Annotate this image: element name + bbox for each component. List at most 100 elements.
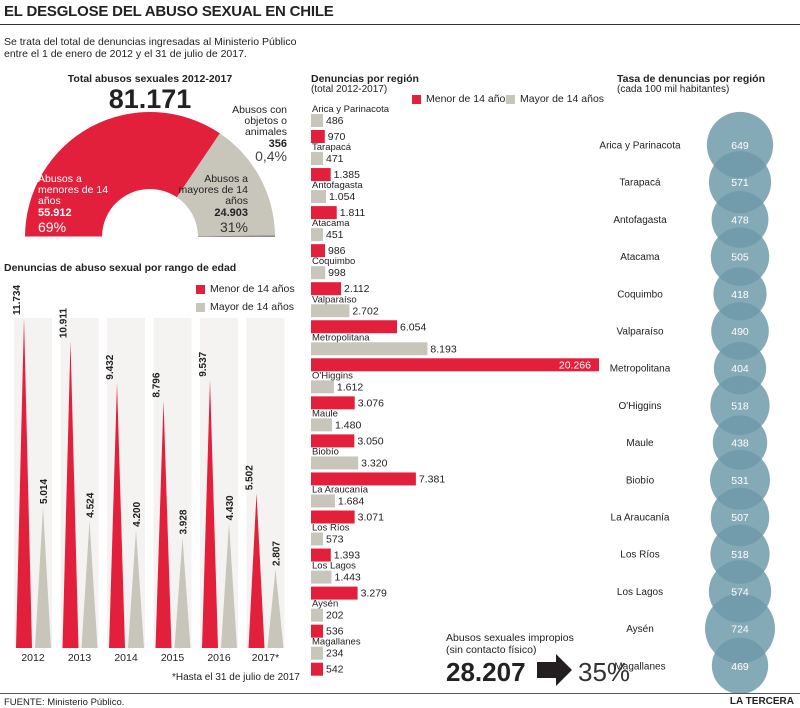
region-name: Coquimbo — [312, 256, 355, 267]
region-chart-title: Denuncias por región — [311, 73, 419, 85]
total-value: 81.171 — [108, 84, 192, 114]
minors-line1: Abusos a — [38, 173, 82, 185]
age-year-label: 2013 — [68, 652, 92, 664]
region-value-minor: 3.071 — [358, 512, 384, 524]
region-bar-minor — [311, 662, 323, 676]
improper-label-line1: Abusos sexuales impropios — [446, 632, 574, 644]
legend-swatch-red — [412, 94, 421, 104]
rate-region-name: Atacama — [620, 252, 660, 263]
rate-value-label: 724 — [731, 624, 749, 636]
region-bar-adult — [311, 494, 335, 508]
region-legend-adult-label: Mayor de 14 años — [520, 93, 605, 105]
rate-region-name: Los Lagos — [617, 587, 663, 598]
rate-value-label: 649 — [731, 140, 749, 152]
page-title: EL DESGLOSE DEL ABUSO SEXUAL EN CHILE — [4, 3, 334, 20]
age-bar-minor — [155, 400, 172, 648]
region-value-minor: 1.811 — [340, 207, 366, 219]
region-value-adult: 3.320 — [361, 457, 387, 469]
age-bar-minor — [202, 379, 218, 648]
minors-line3: años — [38, 195, 61, 207]
minors-line2: menores de 14 — [38, 184, 108, 196]
rate-region-name: La Araucanía — [611, 513, 670, 524]
region-value-minor: 986 — [328, 245, 346, 257]
region-bar-adult — [311, 114, 323, 127]
adults-line2: mayores de 14 — [179, 184, 249, 196]
rate-circle — [710, 227, 770, 286]
age-year-label: 2016 — [207, 652, 231, 664]
region-value-adult: 234 — [326, 648, 344, 660]
age-year-label: 2012 — [21, 652, 45, 664]
age-label-adult: 4.200 — [132, 501, 143, 526]
region-name: Valparaíso — [312, 294, 357, 305]
age-year-label: 2014 — [114, 652, 138, 664]
rate-chart-subtitle: (cada 100 mil habitantes) — [617, 84, 730, 95]
age-bar-adult — [128, 529, 144, 648]
legend-swatch-gray — [196, 302, 205, 312]
objects-value: 356 — [269, 138, 287, 150]
region-bar-minor — [311, 358, 599, 372]
rate-circles-chart: Arica y Parinacota 649 Tarapacá 571 Antofaga… — [599, 111, 775, 694]
minors-pct: 69% — [38, 219, 66, 235]
region-bar-adult — [311, 608, 323, 622]
region-name: Maule — [312, 408, 338, 419]
age-legend-adult-label: Mayor de 14 años — [210, 301, 295, 313]
region-bar-minor — [311, 548, 331, 562]
region-bar-minor — [311, 396, 355, 410]
region-value-minor: 3.050 — [357, 435, 383, 447]
age-label-minor: 11.734 — [12, 285, 23, 315]
age-label-adult: 5.014 — [39, 479, 50, 504]
rate-value-label: 507 — [731, 512, 749, 524]
arrow-icon — [537, 654, 572, 686]
rate-region-name: O'Higgins — [618, 401, 661, 412]
rate-value-label: 531 — [731, 475, 749, 487]
region-value-minor: 7.381 — [419, 473, 445, 485]
region-value-adult: 1.684 — [338, 496, 364, 508]
rate-circle — [711, 302, 769, 360]
adults-line1: Abusos a — [204, 173, 248, 185]
age-label-adult: 2.807 — [272, 541, 283, 566]
age-legend-adult: Mayor de 14 años — [196, 301, 294, 313]
rate-region-name: Metropolitana — [610, 364, 671, 375]
age-bar-minor — [109, 382, 125, 648]
adults-value: 24.903 — [214, 207, 248, 219]
donut-slice-adults — [176, 133, 275, 237]
age-label-adult: 4.430 — [225, 495, 236, 520]
rate-region-name: Arica y Parinacota — [599, 141, 681, 152]
title-divider — [0, 24, 800, 25]
region-bar-adult — [311, 228, 323, 242]
age-bar-adult — [174, 537, 191, 648]
region-bar-adult — [311, 532, 323, 546]
region-name: Los Ríos — [312, 523, 350, 534]
region-bar-minor — [311, 130, 325, 143]
region-legend-adult: Mayor de 14 años — [506, 93, 604, 105]
region-legend-minor-label: Menor de 14 años — [426, 93, 511, 105]
age-bar-adult — [267, 569, 284, 648]
region-name: Antofagasta — [312, 180, 363, 191]
adults-line3: años — [225, 195, 248, 207]
region-value-minor: 3.279 — [361, 588, 387, 600]
region-value-adult: 1.054 — [329, 191, 355, 203]
region-value-minor: 1.385 — [334, 169, 360, 181]
age-label-adult: 3.928 — [179, 509, 190, 534]
rate-value-label: 478 — [731, 214, 749, 226]
region-value-adult: 2.702 — [352, 305, 378, 317]
rate-region-name: Antofagasta — [613, 215, 667, 226]
region-value-minor: 536 — [326, 626, 344, 638]
region-name: Metropolitana — [312, 332, 370, 343]
rate-value-label: 574 — [731, 586, 749, 598]
region-value-adult: 471 — [326, 153, 344, 165]
rate-value-label: 469 — [731, 661, 749, 673]
rate-value-label: 518 — [731, 400, 749, 412]
intro-text: Se trata del total de denuncias ingresad… — [4, 36, 297, 60]
region-value-minor: 3.076 — [358, 397, 384, 409]
region-value-adult: 486 — [326, 115, 344, 127]
region-bar-minor — [311, 168, 331, 182]
region-value-adult: 1.612 — [337, 381, 363, 393]
region-name: Aysén — [312, 599, 338, 610]
region-name: Magallanes — [312, 637, 361, 648]
age-chart-title: Denuncias de abuso sexual por rango de e… — [4, 262, 237, 274]
rate-value-label: 490 — [731, 326, 749, 338]
region-bar-adult — [311, 304, 350, 318]
legend-swatch-gray — [506, 94, 515, 104]
